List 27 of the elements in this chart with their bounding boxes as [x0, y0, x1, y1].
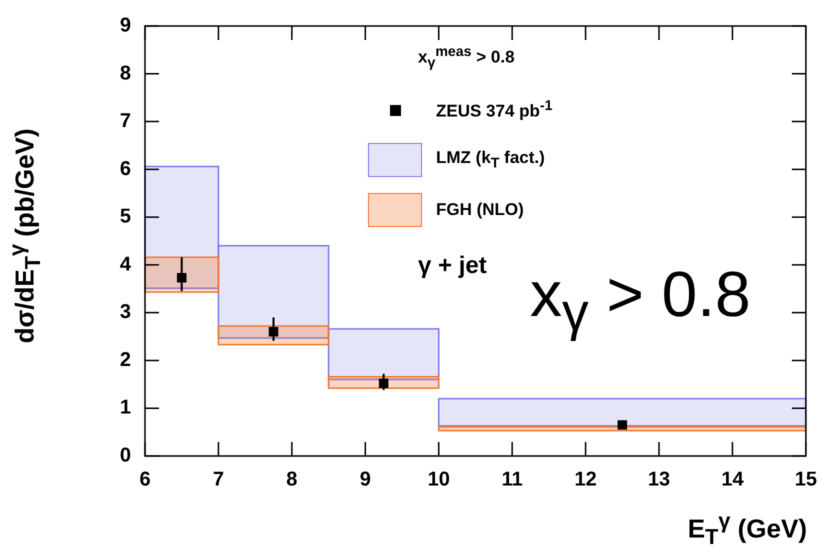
x-tick-label: 10 — [428, 468, 450, 491]
legend-label: LMZ (k$_{T}$ fact.) — [436, 148, 545, 172]
x-tick-label: 9 — [360, 468, 371, 491]
x-tick-label: 7 — [212, 468, 224, 491]
y-tick-label: 5 — [120, 206, 131, 228]
y-tick-label: 4 — [120, 253, 132, 276]
legend-label: FGH (NLO) — [436, 200, 524, 220]
y-tick-label: 9 — [120, 14, 131, 37]
x-tick-label: 13 — [648, 468, 670, 491]
annotation: x$_{γ}$$^{meas}$ > 0.8 — [418, 44, 515, 72]
x-tick-label: 6 — [139, 468, 151, 491]
y-tick-label: 3 — [120, 301, 131, 324]
annotation: γ + jet — [418, 252, 487, 280]
x-tick-label: 12 — [574, 468, 597, 491]
annotation: x$_{γ}$ > 0.8 — [530, 258, 751, 342]
y-tick-label: 7 — [120, 110, 131, 132]
y-tick-label: 6 — [120, 158, 131, 180]
y-tick-label: 0 — [120, 444, 131, 467]
x-axis-title: E$_{T}$$^{γ}$ (GeV) — [688, 508, 807, 550]
y-tick-label: 8 — [120, 62, 131, 84]
x-tick-label: 14 — [721, 468, 744, 491]
legend-label: ZEUS 374 pb$^{-1}$ — [436, 98, 553, 122]
y-tick-label: 1 — [120, 396, 131, 419]
x-tick-label: 11 — [502, 468, 523, 491]
x-tick-label: 15 — [794, 468, 817, 491]
x-tick-label: 8 — [286, 468, 298, 491]
y-tick-label: 2 — [120, 348, 131, 371]
